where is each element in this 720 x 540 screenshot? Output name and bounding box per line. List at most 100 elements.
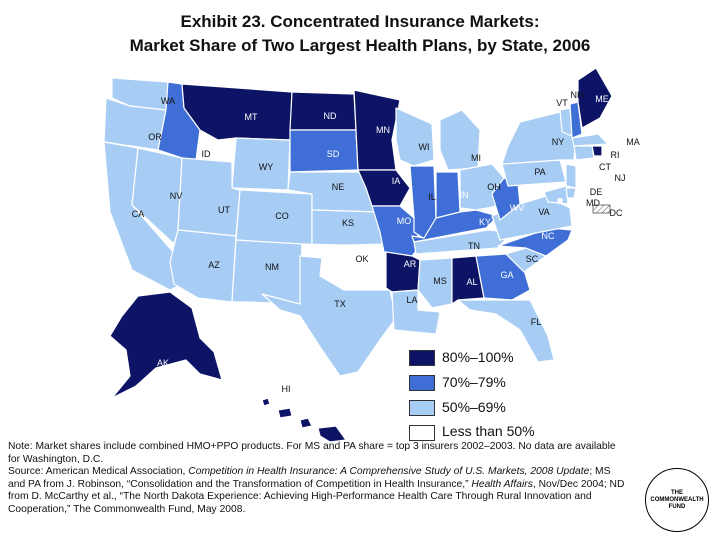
state-label-fl: FL bbox=[531, 317, 542, 327]
state-label-mn: MN bbox=[376, 125, 390, 135]
state-label-ar: AR bbox=[404, 259, 417, 269]
legend-label-less-50: Less than 50% bbox=[442, 423, 535, 439]
state-az bbox=[169, 229, 237, 303]
state-label-nj: NJ bbox=[615, 173, 626, 183]
state-tn bbox=[413, 229, 513, 255]
state-mn bbox=[353, 89, 401, 171]
state-label-ak: AK bbox=[157, 358, 169, 368]
state-al bbox=[451, 255, 485, 305]
state-me bbox=[577, 67, 613, 129]
state-ar bbox=[385, 251, 421, 293]
legend-swatch-80-100 bbox=[409, 350, 435, 366]
state-label-ct: CT bbox=[599, 162, 611, 172]
state-ct bbox=[573, 145, 595, 161]
legend-swatch-70-79 bbox=[409, 375, 435, 391]
state-label-mt: MT bbox=[245, 112, 258, 122]
state-label-az: AZ bbox=[208, 260, 220, 270]
state-label-ok: OK bbox=[355, 254, 368, 264]
state-label-wy: WY bbox=[259, 162, 274, 172]
state-label-ut: UT bbox=[218, 205, 230, 215]
state-sd bbox=[289, 129, 359, 173]
state-fl bbox=[457, 299, 555, 363]
state-label-or: OR bbox=[148, 132, 162, 142]
logo-line-2: COMMONWEALTH bbox=[650, 496, 704, 503]
state-hi-2 bbox=[277, 407, 293, 419]
state-label-nc: NC bbox=[542, 231, 555, 241]
legend-label-70-79: 70%–79% bbox=[442, 374, 506, 390]
source-journal: Health Affairs bbox=[471, 478, 533, 490]
state-label-wa: WA bbox=[161, 96, 175, 106]
state-hi-3 bbox=[299, 417, 313, 429]
state-label-ms: MS bbox=[433, 276, 447, 286]
title-line-2: Market Share of Two Largest Health Plans… bbox=[129, 36, 591, 55]
state-label-id: ID bbox=[202, 149, 212, 159]
state-hi-4 bbox=[317, 425, 347, 443]
state-ma bbox=[571, 133, 609, 147]
state-label-ca: CA bbox=[132, 209, 145, 219]
state-label-ia: IA bbox=[392, 176, 401, 186]
state-label-ny: NY bbox=[552, 137, 565, 147]
state-co bbox=[235, 189, 313, 247]
state-label-in: IN bbox=[460, 190, 469, 200]
dc-hatch-box bbox=[592, 204, 611, 214]
state-label-sd: SD bbox=[327, 149, 340, 159]
state-label-mi: MI bbox=[471, 153, 481, 163]
state-dc bbox=[557, 198, 563, 204]
state-label-ma: MA bbox=[626, 137, 640, 147]
source-end: , Nov/Dec 2004; ND from D. McCarthy et a… bbox=[8, 478, 625, 515]
source-lead: Source: American Medical Association, bbox=[8, 466, 189, 478]
state-label-ky: KY bbox=[479, 217, 491, 227]
state-label-pa: PA bbox=[534, 167, 545, 177]
state-label-hi: HI bbox=[282, 384, 291, 394]
state-label-tx: TX bbox=[334, 299, 346, 309]
state-ms bbox=[417, 257, 453, 309]
state-label-dc: DC bbox=[610, 208, 623, 218]
title-line-1: Exhibit 23. Concentrated Insurance Marke… bbox=[180, 12, 540, 31]
state-tx bbox=[261, 255, 397, 377]
state-label-me: ME bbox=[595, 94, 609, 104]
state-label-md: MD bbox=[586, 198, 600, 208]
state-label-mo: MO bbox=[397, 216, 412, 226]
state-label-wi: WI bbox=[419, 142, 430, 152]
state-label-sc: SC bbox=[526, 254, 539, 264]
state-label-nv: NV bbox=[170, 191, 183, 201]
state-label-la: LA bbox=[406, 295, 417, 305]
state-label-ne: NE bbox=[332, 182, 345, 192]
legend-label-80-100: 80%–100% bbox=[442, 349, 514, 365]
state-label-al: AL bbox=[466, 277, 477, 287]
state-label-nh: NH bbox=[571, 90, 584, 100]
state-label-ri: RI bbox=[611, 150, 620, 160]
logo-line-1: THE bbox=[671, 489, 683, 496]
state-label-nd: ND bbox=[324, 111, 337, 121]
note-text: Note: Market shares include combined HMO… bbox=[8, 441, 616, 465]
logo-line-3: FUND bbox=[668, 503, 686, 510]
state-nj bbox=[565, 163, 577, 189]
state-label-vt: VT bbox=[556, 98, 568, 108]
state-wi bbox=[395, 107, 435, 167]
state-ut bbox=[177, 157, 241, 237]
source-title: Competition in Health Insurance: A Compr… bbox=[188, 466, 590, 478]
state-md bbox=[543, 185, 569, 205]
state-label-wv: WV bbox=[510, 203, 525, 213]
state-ky bbox=[411, 209, 499, 243]
state-wv bbox=[491, 177, 521, 221]
footnote: Note: Market shares include combined HMO… bbox=[8, 441, 628, 517]
state-nm bbox=[231, 239, 303, 305]
commonwealth-fund-logo: THE COMMONWEALTH FUND bbox=[645, 468, 709, 532]
state-label-tn: TN bbox=[468, 241, 480, 251]
state-label-ks: KS bbox=[342, 218, 354, 228]
state-label-nm: NM bbox=[265, 262, 279, 272]
state-label-il: IL bbox=[428, 192, 436, 202]
state-hi-1 bbox=[261, 397, 271, 407]
state-label-va: VA bbox=[538, 207, 549, 217]
state-label-co: CO bbox=[275, 211, 289, 221]
state-ks bbox=[311, 209, 385, 247]
legend-swatch-less-50 bbox=[409, 425, 435, 441]
state-label-ga: GA bbox=[500, 270, 513, 280]
source-mid: ; MS and PA from J. Robinson, “Consolida… bbox=[8, 466, 611, 490]
state-ak bbox=[109, 291, 223, 399]
state-label-oh: OH bbox=[487, 182, 501, 192]
state-label-de: DE bbox=[590, 187, 603, 197]
legend-label-50-69: 50%–69% bbox=[442, 399, 506, 415]
